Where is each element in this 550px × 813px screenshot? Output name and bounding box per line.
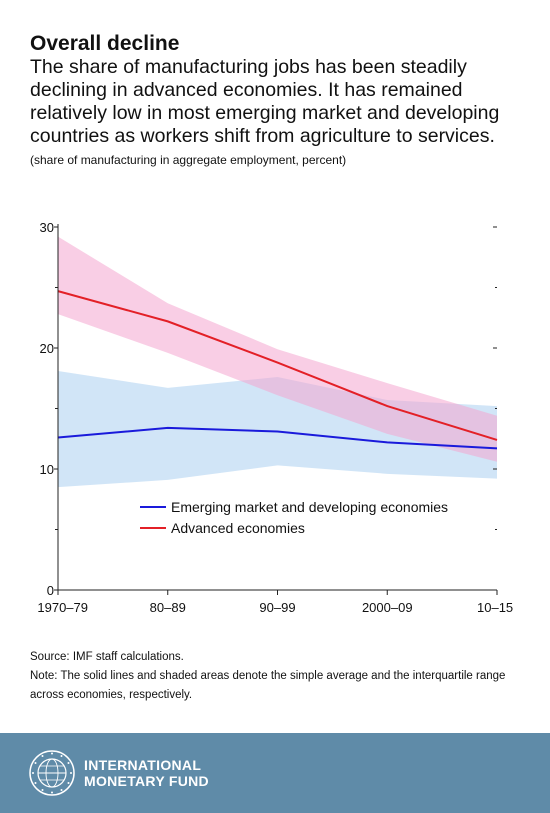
series-line-advanced: [57, 290, 498, 441]
source-note: Source: IMF staff calculations.: [30, 651, 184, 663]
y-tick-label: 30: [40, 220, 54, 235]
wordmark-line-1: INTERNATIONAL: [84, 757, 202, 773]
y-tick-label: 20: [40, 341, 54, 356]
chart-header: Overall decline The share of manufacturi…: [30, 32, 530, 168]
x-tick-label: 2000–09: [362, 600, 413, 615]
x-tick-label: 10–15: [477, 600, 513, 615]
chart-footer: Source: IMF staff calculations. Note: Th…: [30, 648, 510, 705]
x-tick-label: 1970–79: [37, 600, 88, 615]
legend-label: Advanced economies: [171, 520, 305, 536]
line-chart: 0 10 20 30 1970–79 80–89 90–99 2000–09 10–15 Emer…: [37, 220, 519, 615]
x-tick-label: 90–99: [259, 600, 295, 615]
legend-label: Emerging market and developing economies: [171, 499, 448, 515]
explanatory-note: Note: The solid lines and shaded areas d…: [30, 670, 506, 701]
x-tick-label: 80–89: [150, 600, 186, 615]
imf-seal-icon: [29, 750, 75, 796]
chart-subtitle: The share of manufacturing jobs has been…: [30, 56, 500, 147]
brand-band: INTERNATIONAL MONETARY FUND: [0, 733, 550, 813]
chart-title: Overall decline: [30, 32, 180, 55]
series-line-emerging: [57, 426, 498, 450]
y-tick-label: 0: [47, 583, 54, 598]
y-tick-label: 10: [40, 462, 54, 477]
wordmark-line-2: MONETARY FUND: [84, 773, 209, 789]
imf-wordmark: INTERNATIONAL MONETARY FUND: [84, 757, 209, 789]
chart-units: (share of manufacturing in aggregate emp…: [30, 153, 347, 167]
